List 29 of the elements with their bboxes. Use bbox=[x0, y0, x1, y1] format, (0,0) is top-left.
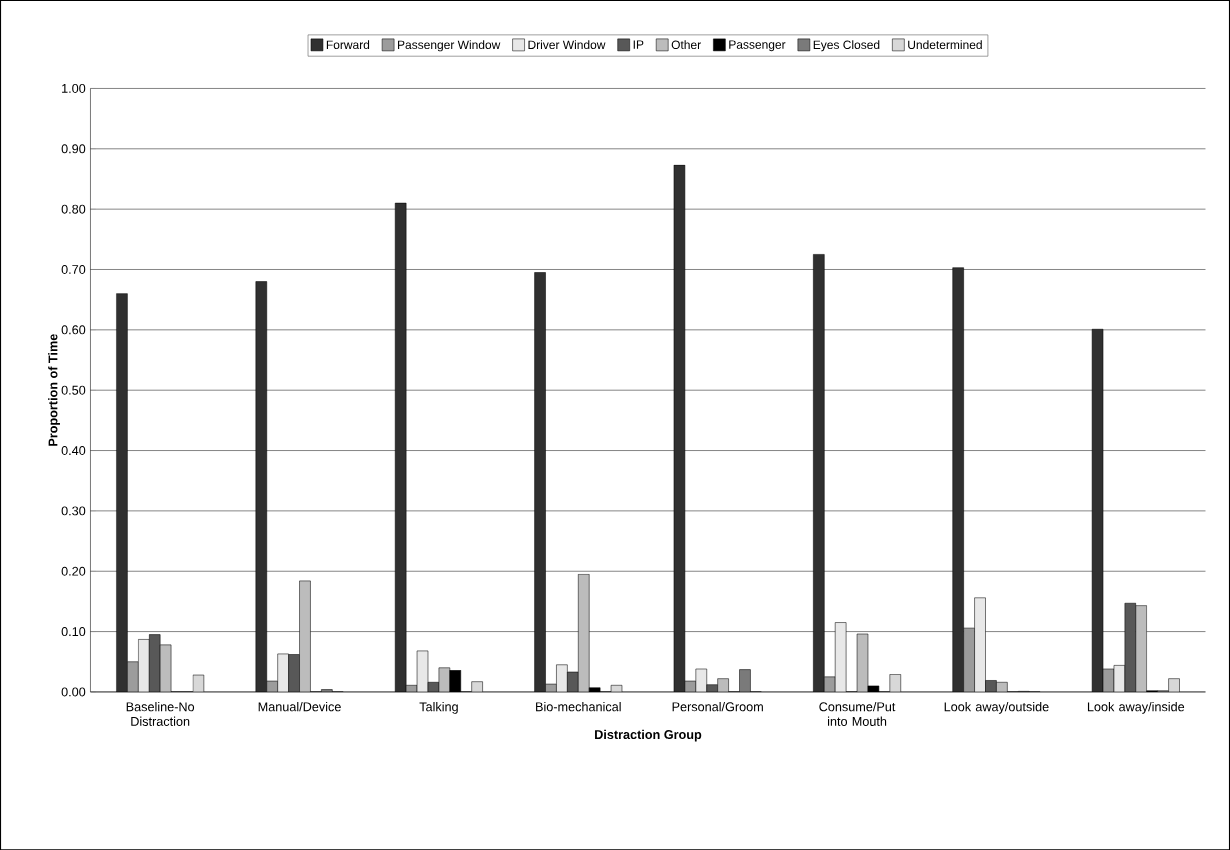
legend-label: Undetermined bbox=[908, 40, 982, 49]
legend-label: Other bbox=[671, 40, 701, 49]
x-tick-label: Manual/Device bbox=[258, 701, 341, 712]
y-tick-label: 0.90 bbox=[61, 144, 86, 154]
x-axis-title: Distraction Group bbox=[595, 729, 702, 742]
y-axis-title: Proportion of Time bbox=[48, 333, 60, 446]
y-tick-label: 1.00 bbox=[62, 83, 86, 93]
y-tick-label: 0.40 bbox=[61, 445, 86, 455]
legend-label: Passenger Window bbox=[398, 40, 501, 52]
legend-label: Passenger bbox=[729, 40, 786, 51]
x-tick-label: Look away/outside bbox=[944, 701, 1049, 714]
x-tick-label: Personal/Groom bbox=[672, 701, 763, 712]
x-tick-label: Talking bbox=[419, 701, 458, 714]
x-tick-label: Look away/inside bbox=[1087, 701, 1185, 714]
y-tick-label: 0.70 bbox=[61, 264, 86, 274]
y-tick-label: 0.00 bbox=[61, 687, 86, 697]
x-tick-label: Consume/Put into Mouth bbox=[819, 701, 896, 726]
y-tick-label: 0.60 bbox=[61, 325, 86, 335]
legend-label: Eyes Closed bbox=[813, 40, 880, 52]
x-tick-label: Baseline-No Distraction bbox=[126, 701, 195, 726]
legend-label: Driver Window bbox=[528, 40, 606, 49]
y-tick-label: 0.80 bbox=[61, 204, 86, 214]
y-tick-label: 0.30 bbox=[61, 506, 86, 516]
legend-label: IP bbox=[633, 40, 644, 49]
legend-label: Forward bbox=[326, 40, 370, 49]
y-tick-label: 0.50 bbox=[61, 385, 86, 395]
y-tick-label: 0.20 bbox=[61, 566, 86, 576]
x-tick-label: Bio-mechanical bbox=[536, 701, 621, 712]
y-tick-label: 0.10 bbox=[61, 626, 86, 636]
